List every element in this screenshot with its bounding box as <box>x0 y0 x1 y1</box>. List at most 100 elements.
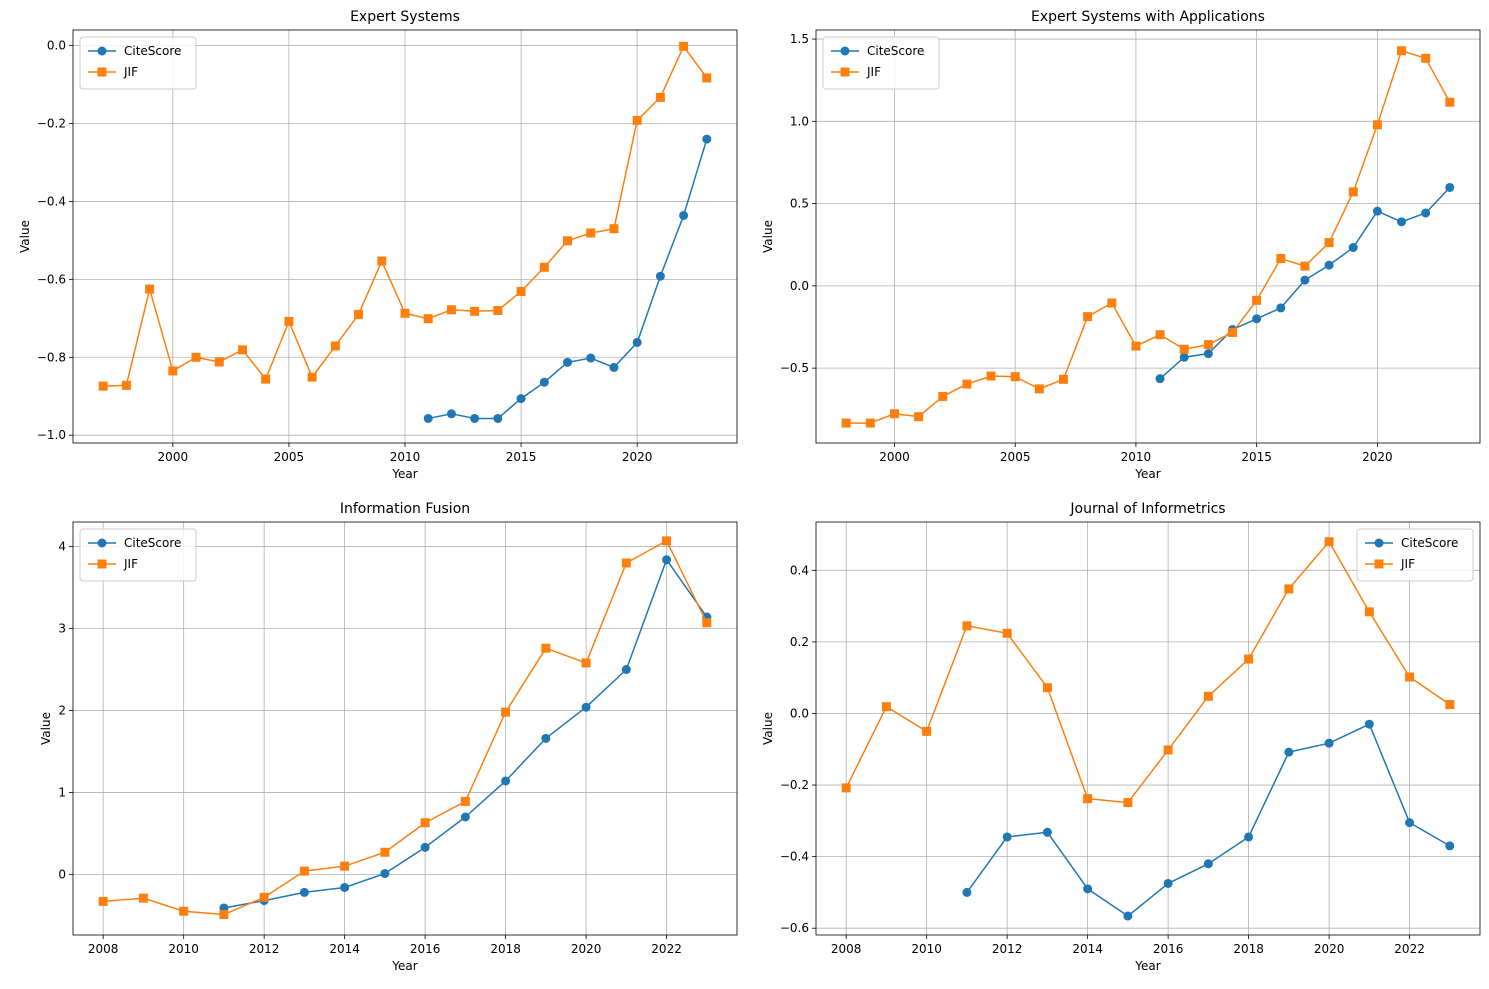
x-tick-label: 2008 <box>88 942 119 956</box>
data-point-jif <box>938 391 948 401</box>
data-point-citescore <box>1276 303 1286 313</box>
legend-marker <box>840 46 850 56</box>
data-point-citescore <box>501 776 511 786</box>
legend-box <box>79 36 197 90</box>
data-point-jif <box>922 726 932 736</box>
data-point-citescore <box>516 394 526 404</box>
legend-label-jif: JIF <box>123 557 138 571</box>
chart-panel-4: 2008 2010 2012 2014 2016 2018 2020 2022 −0.6 −0.4… <box>761 501 1481 973</box>
plot-frame <box>72 521 738 936</box>
x-tick-label: 2020 <box>622 450 653 464</box>
y-tick-label: −1.0 <box>37 428 66 442</box>
data-point-citescore <box>1397 217 1407 227</box>
data-point-jif <box>1123 798 1133 808</box>
data-point-jif <box>214 357 224 367</box>
data-point-citescore <box>493 413 503 423</box>
legend-label-citescore: CiteScore <box>867 44 924 58</box>
y-tick-label: −0.4 <box>37 194 66 208</box>
legend-label-jif: JIF <box>123 65 138 79</box>
data-point-jif <box>1155 330 1165 340</box>
x-tick-label: 2005 <box>274 450 305 464</box>
data-point-citescore <box>586 353 596 363</box>
data-point-jif <box>1228 327 1238 337</box>
data-point-citescore <box>962 887 972 897</box>
plot-frame <box>815 521 1481 936</box>
data-point-citescore <box>609 362 619 372</box>
chart-title: Expert Systems with Applications <box>1031 9 1265 25</box>
data-point-jif <box>460 796 470 806</box>
chart-panel-3: 2008 2010 2012 2014 2016 2018 2020 2022 0 1 2 3 4 Inf… <box>39 501 738 973</box>
data-point-citescore <box>1083 884 1093 894</box>
y-axis-label: Value <box>761 220 775 253</box>
data-point-jif <box>563 236 573 246</box>
data-point-jif <box>1002 628 1012 638</box>
data-point-citescore <box>1364 719 1374 729</box>
series-jif <box>98 41 712 391</box>
data-point-jif <box>1276 254 1286 264</box>
data-point-jif <box>420 818 430 828</box>
series-citescore <box>423 134 712 423</box>
x-axis-label: Year <box>1134 959 1160 973</box>
data-point-jif <box>1010 372 1020 382</box>
data-point-citescore <box>1002 832 1012 842</box>
y-tick-label: 0.0 <box>790 706 809 720</box>
series-jif <box>98 536 712 920</box>
y-tick-label: 0.4 <box>790 563 809 577</box>
data-point-citescore <box>340 882 350 892</box>
data-point-citescore <box>1324 738 1334 748</box>
legend-label-citescore: CiteScore <box>124 536 181 550</box>
data-point-jif <box>1445 97 1455 107</box>
y-tick-label: −0.5 <box>780 361 809 375</box>
data-point-jif <box>1252 295 1262 305</box>
data-point-jif <box>621 558 631 568</box>
data-point-citescore <box>1324 260 1334 270</box>
legend-marker <box>1374 538 1384 548</box>
data-point-citescore <box>662 555 672 565</box>
data-point-citescore <box>1284 747 1294 757</box>
y-axis-label: Value <box>18 220 32 253</box>
y-tick-label: −0.6 <box>780 921 809 935</box>
chart-title: Expert Systems <box>350 9 460 25</box>
x-tick-label: 2014 <box>329 942 360 956</box>
data-point-citescore <box>1300 275 1310 285</box>
data-point-jif <box>1372 120 1382 130</box>
y-tick-label: 4 <box>58 540 66 554</box>
legend-marker <box>97 46 107 56</box>
data-point-jif <box>307 372 317 382</box>
data-point-jif <box>501 707 511 717</box>
data-point-jif <box>179 906 189 916</box>
legend-marker <box>97 559 107 569</box>
data-point-jif <box>340 861 350 871</box>
data-point-jif <box>284 316 294 326</box>
x-tick-label: 2008 <box>831 942 862 956</box>
data-point-jif <box>1107 298 1117 308</box>
data-point-jif <box>539 262 549 272</box>
legend: CiteScore JIF <box>822 36 940 90</box>
data-point-citescore <box>1445 182 1455 192</box>
data-point-citescore <box>1252 314 1262 324</box>
data-point-jif <box>1348 187 1358 197</box>
x-tick-label: 2016 <box>1153 942 1184 956</box>
data-point-jif <box>702 73 712 83</box>
data-point-citescore <box>621 665 631 674</box>
data-point-citescore <box>679 210 689 220</box>
series-line-citescore <box>966 723 1451 917</box>
x-tick-label: 2020 <box>1314 942 1345 956</box>
data-point-jif <box>1034 384 1044 394</box>
x-tick-label: 2005 <box>1000 450 1031 464</box>
legend-marker <box>1374 559 1384 569</box>
y-tick-label: 0 <box>58 867 66 881</box>
series-line-citescore <box>428 138 708 420</box>
legend-marker <box>97 67 107 77</box>
legend-label-jif: JIF <box>1400 557 1415 571</box>
y-tick-label: 0.0 <box>47 39 66 53</box>
data-point-citescore <box>446 409 456 419</box>
data-point-jif <box>168 366 178 376</box>
chart-title: Information Fusion <box>340 501 470 517</box>
y-tick-label: 0.0 <box>790 279 809 293</box>
data-point-jif <box>121 380 131 390</box>
data-point-citescore <box>1123 911 1133 921</box>
x-axis-label: Year <box>391 959 417 973</box>
data-point-jif <box>516 286 526 296</box>
